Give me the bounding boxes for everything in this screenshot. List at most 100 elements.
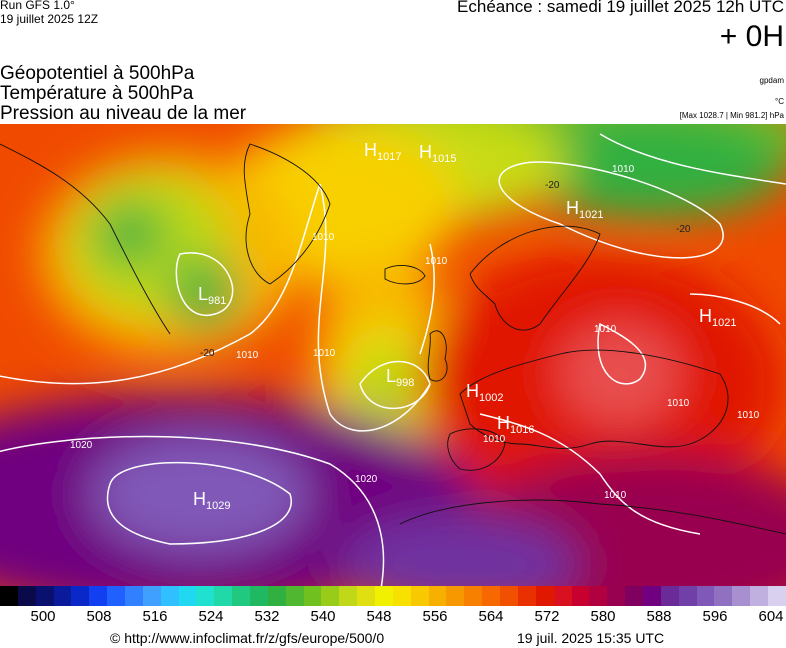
isobar-label: 1010 xyxy=(483,434,506,445)
colorbar-swatch xyxy=(250,586,268,606)
colorbar-swatch xyxy=(107,586,126,606)
isotherm-labels: -20 -20 -20 xyxy=(200,180,691,359)
colorbar-tick: 572 xyxy=(534,608,560,625)
title-temperature: Température à 500hPa xyxy=(0,83,194,104)
title-geopotential: Géopotentiel à 500hPa xyxy=(0,63,195,84)
isobar-label: 1010 xyxy=(604,490,627,501)
colorbar-tick: 516 xyxy=(142,608,168,625)
colorbar-tick: 604 xyxy=(758,608,784,625)
colorbar-swatch xyxy=(410,586,429,606)
colorbar-swatch xyxy=(196,586,215,606)
colorbar-swatch xyxy=(428,586,447,606)
colorbar-swatch xyxy=(0,586,18,606)
isobar-label: 1010 xyxy=(236,350,259,361)
colorbar-swatch xyxy=(482,586,501,606)
colorbar-swatch xyxy=(571,586,590,606)
colorbar-swatch xyxy=(642,586,661,606)
isobar-labels: 1010 1010 1010 1010 1010 1020 1020 1010 … xyxy=(70,164,760,501)
pressure-center-label: H1015 xyxy=(419,142,456,165)
isobar-label: 1010 xyxy=(612,164,635,175)
colorbar-swatch xyxy=(750,586,768,606)
colorbar-swatch xyxy=(339,586,358,606)
colorbar-swatch xyxy=(71,586,90,606)
pressure-range: [Max 1028.7 | Min 981.2] hPa xyxy=(679,111,784,120)
colorbar-swatch xyxy=(392,586,411,606)
colorbar-swatch xyxy=(732,586,751,606)
isobar-contour xyxy=(175,252,234,317)
pressure-center-label: L981 xyxy=(198,284,226,307)
colorbar-tick: 580 xyxy=(590,608,616,625)
coastline-britain xyxy=(427,330,448,382)
colorbar-tick: 588 xyxy=(646,608,672,625)
coastline-greenland xyxy=(243,143,331,285)
colorbar-swatch xyxy=(589,586,608,606)
weather-map: H1017 H1015 H1021 L981 L998 H1002 H1016 … xyxy=(0,124,786,586)
colorbar-swatch xyxy=(553,586,572,606)
generation-time: 19 juil. 2025 15:35 UTC xyxy=(517,630,665,646)
colorbar-swatch xyxy=(678,586,697,606)
isobars xyxy=(0,133,786,586)
isobar-label: 1020 xyxy=(70,440,93,451)
source-link[interactable]: © http://www.infoclimat.fr/z/gfs/europe/… xyxy=(110,630,385,646)
isobar-contour xyxy=(599,133,786,185)
colorbar-swatch xyxy=(464,586,483,606)
colorbar-swatch xyxy=(267,586,286,606)
isobar-label: 1010 xyxy=(312,232,335,243)
pressure-center-label: H1021 xyxy=(566,198,603,221)
colorbar-ticks: 500 508 516 524 532 540 548 556 564 572 … xyxy=(0,608,786,628)
isobar-contour xyxy=(106,461,293,545)
isotherm-label: -20 xyxy=(676,224,691,235)
isobar-label: 1010 xyxy=(594,324,617,335)
colorbar-swatch xyxy=(767,586,786,606)
colorbar-swatch xyxy=(696,586,715,606)
colorbar-swatch xyxy=(125,586,143,606)
unit-temperature: °C xyxy=(775,97,784,106)
colorbar-tick: 596 xyxy=(702,608,728,625)
geopotential-field xyxy=(0,124,786,586)
colorbar-swatch xyxy=(321,586,340,606)
isobar-contour xyxy=(597,322,647,385)
isobar-contour xyxy=(0,435,385,586)
isobar-label: 1010 xyxy=(737,410,760,421)
isobar-contour xyxy=(0,183,321,385)
isobar-label: 1010 xyxy=(667,398,690,409)
unit-geopotential: gpdam xyxy=(759,76,784,85)
colorbar-tick: 500 xyxy=(30,608,56,625)
pressure-centers: H1017 H1015 H1021 L981 L998 H1002 H1016 … xyxy=(193,140,736,512)
coastline-africa xyxy=(399,499,786,535)
isobar-contour xyxy=(479,413,701,535)
colorbar-swatch xyxy=(625,586,643,606)
isobar-label: 1010 xyxy=(313,348,336,359)
isobar-contour xyxy=(359,360,431,410)
isotherm-label: -20 xyxy=(200,348,215,359)
colorbar-swatch xyxy=(607,586,626,606)
colorbar-tick: 524 xyxy=(198,608,224,625)
colorbar-swatch xyxy=(303,586,322,606)
colorbar-tick: 532 xyxy=(254,608,280,625)
colorbar-swatch xyxy=(660,586,679,606)
isobar-label: 1020 xyxy=(355,474,378,485)
colorbar-tick: 564 xyxy=(478,608,504,625)
colorbar-swatch xyxy=(35,586,54,606)
pressure-center-label: L998 xyxy=(386,366,414,389)
isobar-contour xyxy=(419,243,435,355)
lead-time: + 0H xyxy=(719,20,784,53)
isobar-contour xyxy=(498,161,724,259)
colorbar-swatch xyxy=(178,586,197,606)
colorbar-swatch xyxy=(375,586,393,606)
colorbar-swatch xyxy=(446,586,465,606)
coastline-scandinavia xyxy=(469,225,601,331)
run-label: Run GFS 1.0° xyxy=(0,0,75,12)
coastline-iceland xyxy=(384,265,426,285)
colorbar-swatch xyxy=(214,586,233,606)
pressure-center-label: H1017 xyxy=(364,140,401,163)
forecast-valid-time: Echéance : samedi 19 juillet 2025 12h UT… xyxy=(457,0,784,16)
pressure-center-label: H1016 xyxy=(497,413,534,436)
isobar-contour xyxy=(317,183,431,432)
colorbar-swatch xyxy=(142,586,161,606)
colorbar-swatch xyxy=(53,586,72,606)
isotherm-label: -20 xyxy=(545,180,560,191)
pressure-center-label: H1002 xyxy=(466,381,503,404)
colorbar-swatch xyxy=(285,586,304,606)
colorbar-tick: 556 xyxy=(422,608,448,625)
